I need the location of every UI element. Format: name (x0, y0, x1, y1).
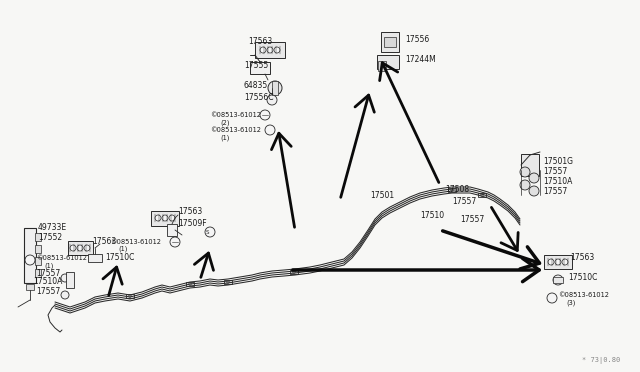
Circle shape (481, 194, 483, 196)
Bar (88, 254, 102, 262)
Text: 17557: 17557 (543, 187, 567, 196)
Text: 17510: 17510 (420, 211, 444, 219)
Circle shape (162, 215, 168, 221)
Circle shape (84, 245, 90, 251)
Text: 17510C: 17510C (105, 253, 134, 263)
Text: (1): (1) (118, 246, 127, 252)
Circle shape (562, 259, 568, 265)
Bar (272, 81, 278, 95)
Text: 17508: 17508 (445, 186, 469, 195)
Circle shape (61, 291, 69, 299)
Circle shape (267, 47, 273, 53)
Text: 17563: 17563 (92, 237, 116, 247)
Text: 17501: 17501 (370, 190, 394, 199)
Bar (250, 62, 270, 74)
Text: 17501G: 17501G (543, 157, 573, 167)
Text: 17557: 17557 (36, 288, 60, 296)
Circle shape (293, 271, 295, 273)
Bar (35, 233, 41, 241)
Text: (2): (2) (220, 120, 230, 126)
Circle shape (520, 167, 530, 177)
Circle shape (555, 259, 561, 265)
Circle shape (169, 215, 175, 221)
Bar (521, 154, 539, 176)
Text: 17557: 17557 (543, 167, 567, 176)
Bar (35, 257, 41, 265)
Circle shape (170, 237, 180, 247)
Text: 17557: 17557 (460, 215, 484, 224)
Circle shape (129, 295, 131, 297)
Bar (186, 282, 195, 286)
Bar (377, 55, 399, 69)
Text: 17244M: 17244M (405, 55, 436, 64)
Bar (290, 270, 298, 275)
Bar (35, 269, 41, 277)
Circle shape (260, 47, 266, 53)
Bar (24, 228, 36, 282)
Text: 17556C: 17556C (244, 93, 273, 103)
Bar (67, 241, 93, 255)
Circle shape (274, 47, 280, 53)
Circle shape (260, 110, 270, 120)
Text: ©08513-61012: ©08513-61012 (210, 127, 261, 133)
Text: 49733E: 49733E (38, 224, 67, 232)
Circle shape (451, 189, 453, 191)
Text: 17552: 17552 (38, 232, 62, 241)
Text: 17563: 17563 (178, 208, 202, 217)
Text: 64835: 64835 (244, 80, 268, 90)
Circle shape (529, 173, 539, 183)
Bar (35, 245, 41, 253)
Text: ©08513-61012: ©08513-61012 (558, 292, 609, 298)
Circle shape (548, 259, 554, 265)
Circle shape (265, 125, 275, 135)
Text: 17563: 17563 (248, 38, 272, 46)
Bar (223, 280, 232, 285)
Bar (381, 32, 399, 52)
Bar (447, 187, 456, 192)
Bar (167, 224, 177, 236)
Circle shape (77, 245, 83, 251)
Text: ©08513-61012: ©08513-61012 (36, 255, 87, 261)
Circle shape (547, 293, 557, 303)
Text: 17563: 17563 (570, 253, 595, 262)
Text: ©08513-61012: ©08513-61012 (210, 112, 261, 118)
Bar (125, 294, 134, 298)
Circle shape (520, 180, 530, 190)
Text: (3): (3) (566, 300, 575, 306)
Text: 17555: 17555 (244, 61, 268, 70)
Bar (553, 277, 563, 283)
Text: (1): (1) (220, 135, 229, 141)
Text: S: S (205, 230, 209, 234)
Bar (26, 284, 34, 290)
Text: 17510A: 17510A (543, 177, 572, 186)
Bar (151, 211, 179, 225)
Text: * 73|0.80: * 73|0.80 (582, 356, 620, 363)
Circle shape (61, 274, 69, 282)
Circle shape (268, 81, 282, 95)
Text: ©08513-61012: ©08513-61012 (110, 239, 161, 245)
Circle shape (155, 215, 161, 221)
Circle shape (70, 245, 76, 251)
Text: 17556: 17556 (405, 35, 429, 45)
Bar (477, 193, 486, 198)
Text: (1): (1) (44, 263, 53, 269)
Circle shape (205, 227, 215, 237)
Bar (544, 255, 572, 269)
Circle shape (189, 283, 191, 285)
Circle shape (227, 281, 229, 283)
Text: 17510C: 17510C (568, 273, 597, 282)
Circle shape (529, 186, 539, 196)
Text: 17557: 17557 (452, 198, 476, 206)
Text: 17509F: 17509F (178, 218, 207, 228)
Circle shape (553, 275, 563, 285)
Bar (255, 42, 285, 58)
Text: 17557: 17557 (36, 269, 60, 278)
Bar (378, 61, 386, 71)
Text: 17510A: 17510A (33, 278, 62, 286)
Bar (66, 272, 74, 288)
Circle shape (267, 95, 277, 105)
Bar (384, 37, 396, 47)
Circle shape (25, 255, 35, 265)
